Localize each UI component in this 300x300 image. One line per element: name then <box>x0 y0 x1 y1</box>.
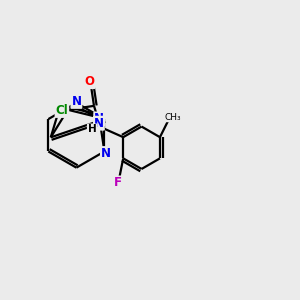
Text: N: N <box>101 147 111 160</box>
Text: F: F <box>113 176 122 190</box>
Text: N: N <box>94 117 104 130</box>
Text: N: N <box>94 112 104 125</box>
Text: N: N <box>71 95 81 108</box>
Text: H: H <box>88 124 97 134</box>
Text: O: O <box>84 75 94 88</box>
Text: Cl: Cl <box>56 104 68 117</box>
Text: CH₃: CH₃ <box>164 113 181 122</box>
